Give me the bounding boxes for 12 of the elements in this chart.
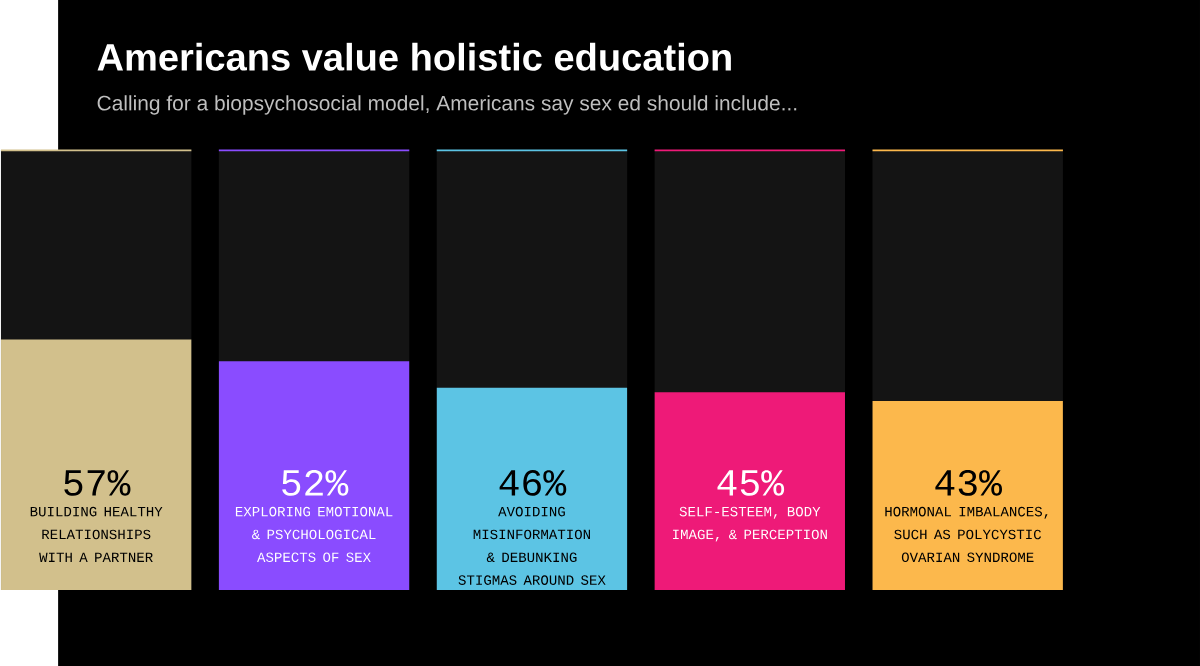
chart-subtitle: Calling for a biopsychosocial model, Americans say sex ed should include... bbox=[97, 95, 797, 115]
x-tick-label: HORMONAL IMBALANCES, SUCH AS POLYCYSTIC OVARIAN SYNDROME bbox=[885, 506, 1048, 563]
data-label: 57% bbox=[64, 470, 131, 496]
x-tick-label: BUILDING HEALTHY RELATIONSHIPS WITH A PARTNER bbox=[30, 506, 163, 562]
data-label: 52% bbox=[282, 469, 349, 496]
data-label: 45% bbox=[717, 470, 785, 496]
x-tick-label: EXPLORING EMOTIONAL & PSYCHOLOGICAL ASPECTS OF SEX bbox=[235, 506, 393, 563]
x-tick-label: AVOIDING MISINFORMATION & DEBUNKING STIGMAS AROUND SEX bbox=[458, 506, 606, 585]
x-tick-label: SELF-ESTEEM, BODY IMAGE, & PERCEPTION bbox=[673, 506, 827, 542]
data-label: 43% bbox=[935, 469, 1002, 496]
data-label: 46% bbox=[499, 469, 567, 496]
chart-title: Americans value holistic education bbox=[97, 42, 731, 71]
